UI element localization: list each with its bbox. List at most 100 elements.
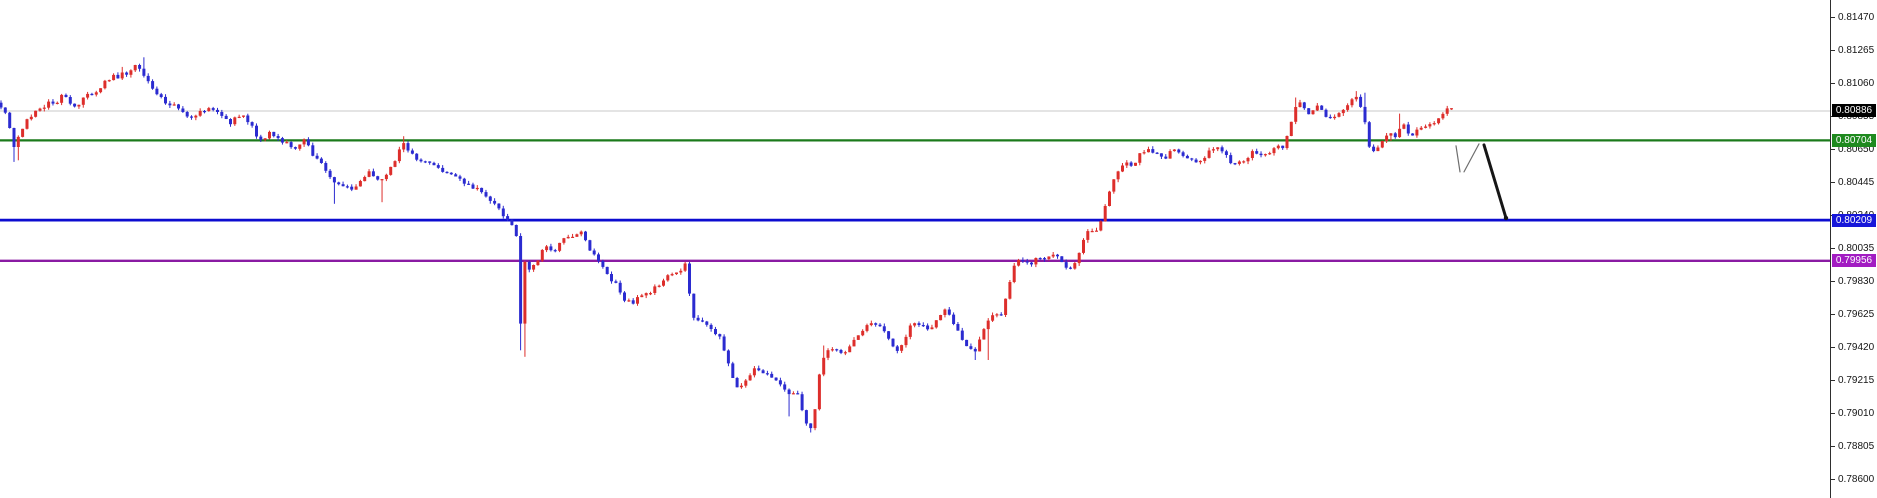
candle-body: [419, 159, 423, 162]
trendline-annotation[interactable]: [1463, 143, 1480, 173]
candle-body: [1294, 107, 1298, 122]
candle-body: [670, 274, 674, 276]
candle-body: [436, 165, 440, 168]
candle-body: [1289, 121, 1293, 136]
trendline-annotation[interactable]: [1455, 145, 1461, 173]
candle-body: [371, 171, 375, 177]
candle-body: [354, 186, 358, 190]
candle-body: [917, 323, 921, 325]
candle-body: [562, 238, 566, 243]
candle-body: [1116, 171, 1120, 180]
candle-body: [55, 102, 59, 104]
candle-body: [813, 409, 817, 429]
price-tick-label: 0.80035: [1838, 243, 1875, 254]
candle-body: [1406, 124, 1410, 134]
candle-body: [397, 149, 401, 162]
candle-body: [947, 309, 951, 315]
candle-body: [168, 103, 172, 106]
candle-body: [1134, 162, 1137, 166]
candle-body: [1051, 254, 1055, 257]
candle-body: [878, 324, 882, 327]
candle-body: [315, 155, 319, 159]
candle-body: [809, 423, 813, 429]
candle-body: [1004, 298, 1008, 315]
candle-body: [640, 295, 644, 298]
candle-body: [181, 108, 185, 112]
candle-body: [1220, 147, 1224, 152]
candle-body: [3, 107, 7, 113]
candle-body: [99, 88, 103, 93]
candle-body: [319, 158, 323, 163]
candle-body: [688, 263, 691, 294]
candle-body: [1155, 152, 1159, 154]
candle-body: [722, 336, 726, 351]
candle-body: [146, 75, 150, 82]
candle-body: [1272, 148, 1276, 154]
candle-body: [1263, 154, 1267, 156]
tick-dash: [1831, 50, 1835, 51]
candle-body: [848, 346, 852, 353]
candle-body: [207, 108, 211, 111]
candle-body: [467, 183, 471, 185]
candle-body: [42, 107, 46, 109]
candle-body: [1363, 106, 1367, 123]
candle-body: [623, 292, 626, 301]
candle-body: [601, 261, 605, 267]
candle-body: [129, 70, 133, 75]
candle-body: [1190, 158, 1194, 160]
candle-body: [1441, 113, 1445, 119]
price-axis-line: [1830, 0, 1831, 498]
candle-body: [904, 336, 908, 346]
candle-body: [1177, 149, 1181, 153]
candle-body: [211, 108, 215, 110]
candle-body: [843, 352, 847, 354]
candle-body: [675, 272, 678, 275]
candle-body: [1030, 262, 1033, 265]
candle-body: [1307, 108, 1311, 115]
price-axis[interactable]: 0.81470 0.81265 0.81060 0.80855 0.80650 …: [1830, 0, 1877, 498]
candle-body: [973, 348, 977, 352]
candle-body: [731, 363, 735, 378]
candle-body: [869, 323, 873, 326]
tick-dash: [1831, 314, 1835, 315]
candle-body: [930, 327, 934, 330]
candle-body: [1302, 102, 1306, 109]
trendline-annotation[interactable]: [1482, 143, 1508, 220]
candle-body: [1172, 149, 1176, 152]
candle-body: [934, 320, 938, 328]
candle-body: [389, 166, 393, 175]
candle-body: [631, 300, 635, 304]
candle-body: [679, 270, 683, 273]
candle-body: [1333, 116, 1337, 119]
candle-body: [190, 116, 193, 118]
candle-body: [337, 182, 341, 185]
candle-body: [77, 104, 81, 107]
tick-dash: [1831, 380, 1835, 381]
candle-body: [0, 102, 3, 108]
candle-body: [60, 94, 64, 103]
candle-body: [1432, 123, 1436, 125]
candle-body: [1229, 155, 1233, 164]
candle-body: [1064, 262, 1068, 268]
candle-body: [1203, 157, 1207, 161]
candle-body: [800, 394, 804, 411]
candle-body: [1376, 147, 1380, 152]
candle-body: [1350, 99, 1354, 106]
candle-body: [406, 143, 410, 151]
candle-body: [1341, 109, 1345, 114]
candle-body: [1281, 145, 1285, 149]
candlestick-plot[interactable]: [0, 0, 1831, 498]
candle-body: [861, 330, 865, 336]
candle-body: [787, 389, 791, 395]
candle-body: [965, 339, 969, 347]
candle-body: [830, 349, 834, 351]
level-lines-layer: [0, 139, 1830, 262]
candle-body: [12, 128, 16, 147]
price-tick-label: 0.79830: [1838, 276, 1875, 287]
candle-body: [488, 196, 492, 201]
candle-body: [895, 346, 899, 351]
price-tick-label: 0.78600: [1838, 474, 1875, 485]
candle-body: [978, 339, 982, 352]
candle-body: [770, 373, 774, 378]
candle-body: [480, 187, 484, 193]
